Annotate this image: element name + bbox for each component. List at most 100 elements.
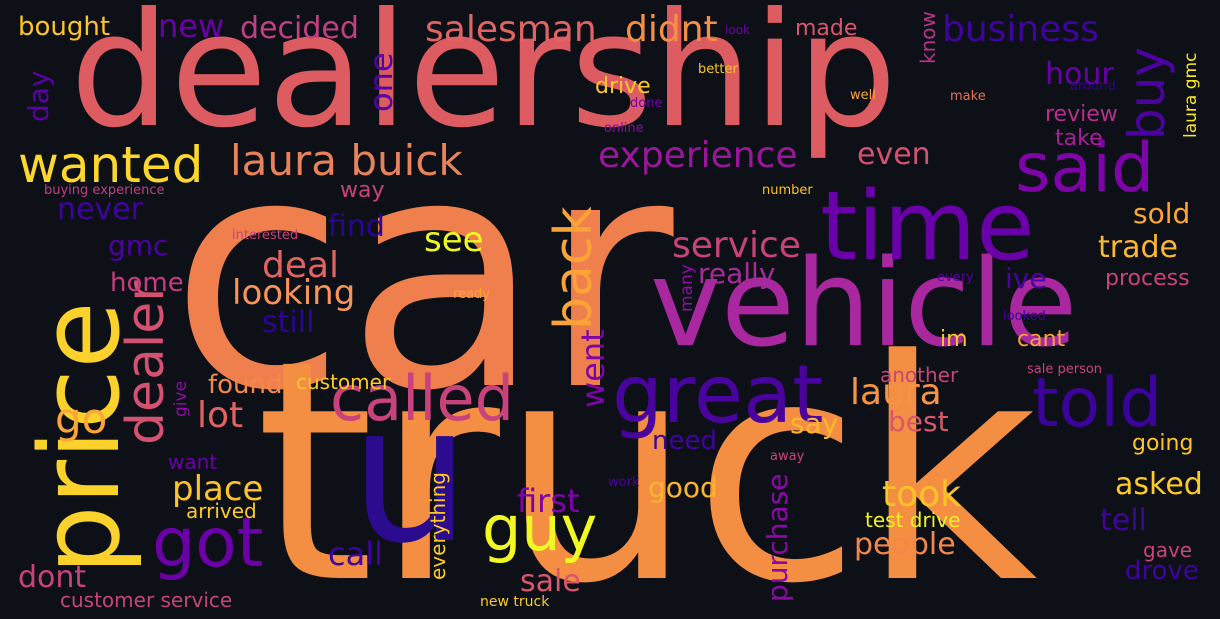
word-dont: dont [18, 560, 87, 595]
word-told: told [1032, 364, 1163, 443]
word-went: went [574, 329, 612, 408]
word-service: service [672, 225, 801, 266]
word-tell: tell [1100, 503, 1147, 538]
word-bought: bought [18, 12, 111, 42]
word-best: best [888, 405, 949, 438]
word-never: never [57, 192, 144, 227]
word-process: process [1105, 266, 1190, 291]
word-give: give [171, 380, 191, 417]
word-go: go [55, 394, 108, 443]
word-number: number [762, 183, 813, 198]
word-dealership: dealership [70, 0, 898, 163]
word-call: call [328, 535, 383, 573]
word-know: know [916, 11, 940, 64]
word-customer: customer [296, 370, 391, 394]
word-cant: cant [1017, 327, 1066, 352]
word-every: every [937, 270, 974, 285]
word-asked: asked [1115, 467, 1203, 502]
word-said: said [1015, 129, 1155, 208]
word-want: want [168, 450, 218, 474]
word-many: many [677, 264, 697, 312]
word-place: place [172, 469, 264, 509]
word-need: need [652, 426, 717, 456]
word-laura-buick: laura buick [230, 136, 463, 185]
word-purchase: purchase [761, 473, 794, 602]
word-find: find [328, 209, 385, 244]
word-home: home [110, 268, 184, 298]
word-another: another [880, 363, 959, 387]
word-im: im [940, 327, 968, 352]
word-dealer: dealer [116, 280, 176, 445]
word-took: took [882, 474, 962, 515]
word-drove: drove [1125, 556, 1199, 586]
word-sale: sale [520, 564, 581, 599]
word-one: one [362, 52, 400, 112]
word-found: found [208, 370, 283, 400]
word-didnt: didnt [625, 9, 718, 50]
word-review: review [1045, 102, 1118, 127]
word-around: around [1070, 79, 1116, 94]
word-decided: decided [240, 11, 359, 46]
word-well: well [850, 88, 876, 103]
word-guy: guy [482, 492, 598, 565]
word-going: going [1132, 431, 1194, 456]
word-everything: everything [426, 472, 450, 580]
word-new: new [158, 7, 225, 45]
word-made: made [795, 16, 858, 41]
word-way: way [340, 178, 385, 203]
word-online: online [604, 121, 644, 136]
word-new-truck: new truck [480, 594, 550, 610]
word-sale-person: sale person [1027, 362, 1103, 377]
word-still: still [262, 305, 315, 340]
word-sold: sold [1133, 197, 1191, 230]
word-ive: ive [1005, 262, 1047, 295]
word-back: back [544, 206, 604, 330]
word-even: even [857, 137, 931, 172]
word-buy: buy [1118, 46, 1176, 140]
word-called: called [330, 362, 515, 435]
word-work: work [608, 475, 640, 490]
word-gmc: gmc [108, 229, 169, 262]
word-got: got [152, 504, 264, 583]
word-wanted: wanted [18, 136, 204, 194]
word-ready: ready [453, 287, 490, 302]
word-arrived: arrived [186, 499, 257, 523]
word-trade: trade [1098, 230, 1178, 265]
word-good: good [648, 471, 718, 504]
word-salesman: salesman [425, 9, 597, 50]
word-looking: looking [232, 273, 356, 313]
word-take: take [1055, 126, 1103, 151]
word-drive: drive [595, 74, 651, 99]
word-customer-service: customer service [60, 588, 233, 612]
word-make: make [950, 89, 986, 104]
word-time: time [820, 172, 1035, 282]
word-experience: experience [598, 135, 798, 176]
word-truck: truck [255, 295, 1038, 619]
word-looked: looked [1003, 309, 1046, 324]
word-first: first [517, 482, 580, 520]
word-buying-experience: buying experience [44, 183, 165, 198]
word-vehicle: vehicle [650, 235, 1078, 374]
word-say: say [790, 407, 839, 440]
word-test-drive: test drive [865, 508, 961, 532]
word-people: people [854, 527, 956, 562]
word-away: away [770, 449, 805, 464]
word-interested: interested [232, 228, 299, 243]
word-see: see [424, 220, 484, 260]
word-business: business [942, 9, 1099, 50]
word-look: look [725, 23, 750, 37]
word-laura: laura [850, 372, 942, 413]
word-car: car [170, 89, 674, 461]
word-hour: hour [1045, 57, 1114, 92]
word-great: great [612, 348, 824, 441]
word-lot: lot [197, 395, 244, 436]
word-better: better [698, 62, 738, 77]
word-u: u [350, 364, 471, 585]
word-laura-gmc: laura gmc [1181, 52, 1201, 138]
word-really: really [698, 257, 776, 290]
word-gave: gave [1143, 538, 1193, 562]
word-done: done [630, 96, 663, 111]
word-deal: deal [262, 245, 340, 286]
word-day: day [22, 70, 55, 122]
